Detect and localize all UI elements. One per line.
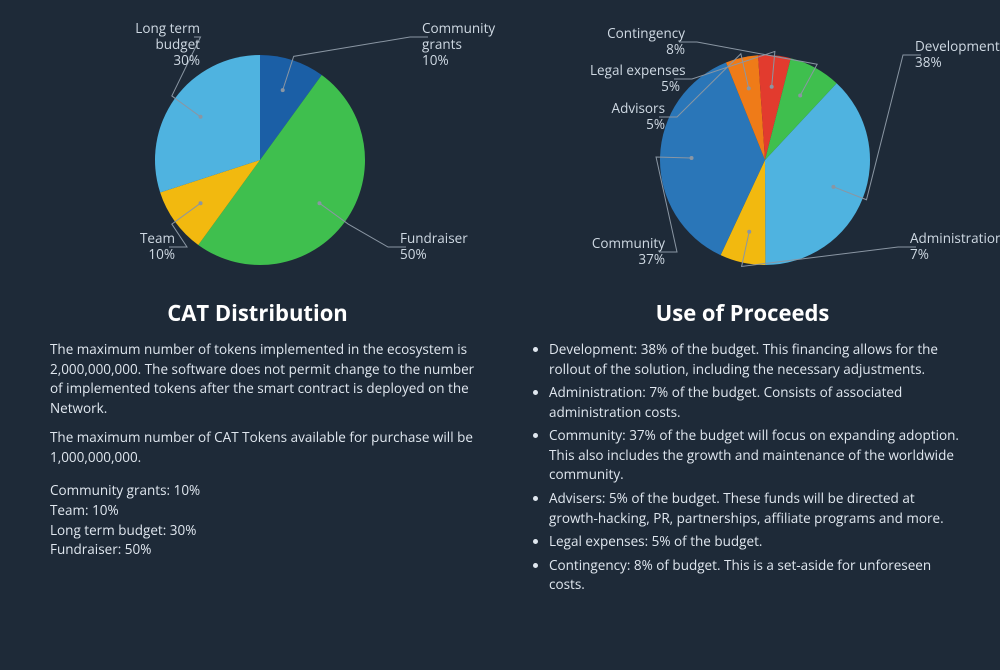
proceeds-item: Contingency: 8% of budget. This is a set… [549,556,960,595]
cat-distribution-pie: Community grants10%Fundraiser50%Team10%L… [30,20,485,290]
pie-label: Fundraiser50% [400,230,490,262]
proceeds-item: Administration: 7% of the budget. Consis… [549,383,960,422]
pie-label: Community37% [575,235,665,267]
left-column: Community grants10%Fundraiser50%Team10%L… [30,20,485,599]
pie-label: Community grants10% [422,20,512,69]
cat-distribution-body: The maximum number of tokens implemented… [30,340,485,560]
cat-dist-line: Long term budget: 30% [50,521,475,541]
pie-label: Long term budget30% [110,20,200,69]
cat-dist-line: Community grants: 10% [50,481,475,501]
pie-label: Legal expenses5% [590,62,680,94]
pie-label: Development38% [915,38,1000,70]
proceeds-item: Development: 38% of the budget. This fin… [549,340,960,379]
pie-label: Advisors5% [575,100,665,132]
right-column: Development38%Administration7%Community3… [515,20,970,599]
cat-distribution-title: CAT Distribution [30,298,485,328]
proceeds-item: Legal expenses: 5% of the budget. [549,532,960,552]
use-of-proceeds-pie: Development38%Administration7%Community3… [515,20,970,290]
use-of-proceeds-list: Development: 38% of the budget. This fin… [515,340,970,599]
pie-label: Administration7% [910,230,1000,262]
proceeds-item: Advisers: 5% of the budget. These funds … [549,489,960,528]
proceeds-item: Community: 37% of the budget will focus … [549,426,960,485]
cat-dist-line: Team: 10% [50,501,475,521]
cat-dist-breakdown: Community grants: 10% Team: 10% Long ter… [50,481,475,559]
cat-dist-para-1: The maximum number of tokens implemented… [50,340,475,418]
use-of-proceeds-title: Use of Proceeds [515,298,970,328]
cat-dist-para-2: The maximum number of CAT Tokens availab… [50,428,475,467]
pie-label: Team10% [85,230,175,262]
pie-label: Contingency8% [595,25,685,57]
cat-dist-line: Fundraiser: 50% [50,540,475,560]
page-root: Community grants10% Fundraiser50% Team10% L… [0,0,1000,599]
